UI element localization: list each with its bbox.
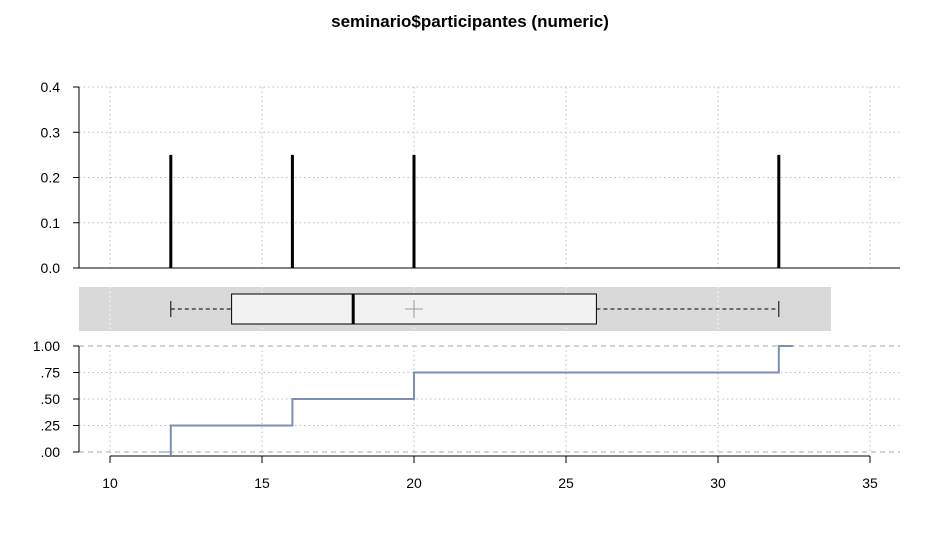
ecdf-y-tick-label: 1.00 — [33, 338, 60, 354]
boxplot-elements — [109, 287, 871, 331]
ecdf-panel: .00 .25 .50 .75 1.00 10 15 20 25 30 35 — [33, 338, 900, 491]
ecdf-x-tick-label: 35 — [862, 475, 878, 491]
ecdf-x-tick-label: 20 — [406, 475, 422, 491]
frequency-y-tick-label: 0.1 — [41, 215, 61, 231]
ecdf-y-tick-label: .50 — [41, 391, 61, 407]
frequency-y-tick-label: 0.0 — [41, 260, 61, 276]
ecdf-x-ticks: 10 15 20 25 30 35 — [102, 456, 878, 491]
ecdf-y-tick-label: .00 — [41, 444, 61, 460]
ecdf-y-tick-label: .25 — [41, 418, 61, 434]
frequency-grid — [79, 86, 900, 268]
frequency-needles — [169, 154, 781, 268]
ecdf-x-tick-label: 30 — [710, 475, 726, 491]
frequency-y-tick-label: 0.4 — [41, 79, 61, 95]
frequency-y-ticks: 0.0 0.1 0.2 0.3 0.4 — [41, 79, 79, 276]
boxplot-panel — [79, 287, 871, 331]
ecdf-y-tick-label: .75 — [41, 365, 61, 381]
ecdf-x-tick-label: 25 — [558, 475, 574, 491]
ecdf-step-line — [158, 345, 793, 455]
ecdf-step-path — [169, 345, 793, 455]
ecdf-y-ticks: .00 .25 .50 .75 1.00 — [33, 338, 79, 460]
ecdf-x-tick-label: 10 — [102, 475, 118, 491]
frequency-panel: 0.0 0.1 0.2 0.3 0.4 — [41, 79, 900, 276]
chart-title: seminario$participantes (numeric) — [331, 12, 609, 31]
frequency-y-tick-label: 0.2 — [41, 170, 61, 186]
ecdf-x-tick-label: 15 — [254, 475, 270, 491]
frequency-y-tick-label: 0.3 — [41, 124, 61, 140]
ecdf-grid — [79, 345, 900, 453]
